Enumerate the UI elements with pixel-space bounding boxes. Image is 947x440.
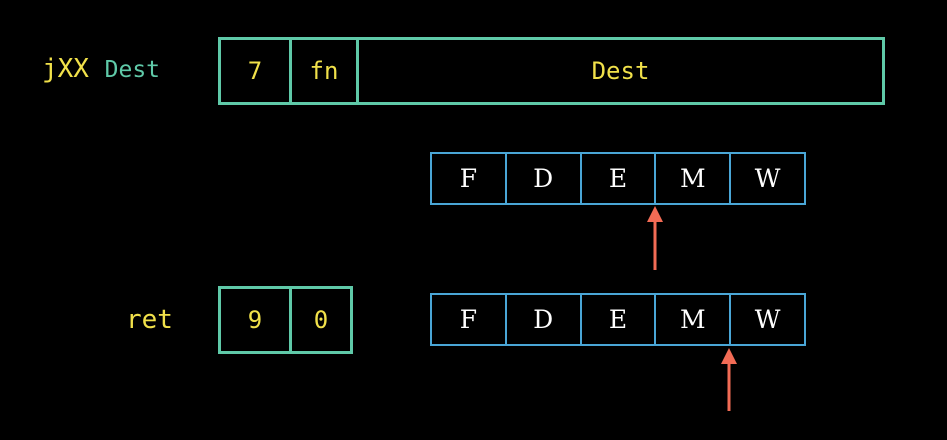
ret-mnemonic: ret <box>126 305 173 335</box>
jxx-dest-field: Dest <box>356 40 882 102</box>
ret-encoding: 9 0 <box>218 286 353 354</box>
jxx-label: jXX Dest <box>42 56 160 83</box>
jxx-icode-field: 7 <box>247 57 263 85</box>
stage-execute: E <box>579 295 655 344</box>
stage-writeback: W <box>729 154 804 203</box>
ret-fn-field: 0 <box>289 289 350 351</box>
jxx-arrow-up-icon <box>647 206 663 270</box>
jxx-pipeline: F D E M W <box>430 152 806 205</box>
ret-arrow-up-icon <box>721 348 737 411</box>
ret-icode-field: 9 <box>247 306 263 334</box>
ret-pipeline: F D E M W <box>430 293 806 346</box>
stage-execute: E <box>579 154 655 203</box>
stage-fetch: F <box>459 305 478 334</box>
stage-decode: D <box>504 295 580 344</box>
jxx-encoding: 7 fn Dest <box>218 37 885 105</box>
jxx-mnemonic: jXX <box>42 54 89 84</box>
stage-decode: D <box>504 154 580 203</box>
stage-memory: M <box>654 295 729 344</box>
jxx-fn-field: fn <box>289 40 356 102</box>
stage-writeback: W <box>729 295 804 344</box>
stage-fetch: F <box>459 164 478 193</box>
jxx-operand: Dest <box>104 57 161 83</box>
stage-memory: M <box>654 154 729 203</box>
